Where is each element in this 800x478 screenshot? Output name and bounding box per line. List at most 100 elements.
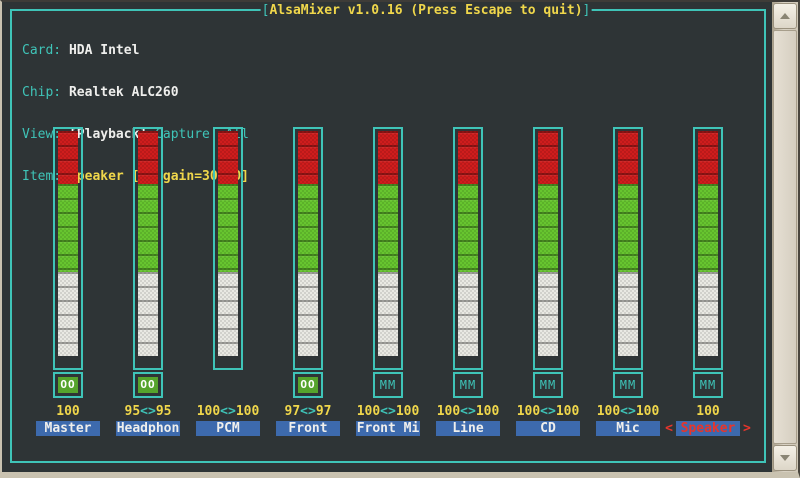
channel-speaker[interactable]: MM 100 < Speaker > (665, 127, 751, 457)
info-header: Card: HDA Intel Chip: Realtek ALC260 Vie… (22, 16, 249, 212)
value-left: 100 (196, 404, 221, 419)
bar-empty-zone (458, 356, 478, 368)
volume-bar-mic[interactable] (613, 127, 643, 370)
scrollbar-thumb[interactable] (773, 30, 797, 444)
channel-value: 100<>100 (508, 405, 588, 419)
channel-front[interactable]: OO 97<>97 Front (268, 127, 348, 457)
mute-box-headphone[interactable]: OO (133, 372, 163, 398)
bar-green-zone (378, 184, 398, 272)
title-close-bracket: ] (582, 3, 591, 18)
channel-name: CD (516, 421, 580, 436)
channel-headphone[interactable]: OO 95<>95 Headphon (108, 127, 188, 457)
mute-box-front-mic[interactable]: MM (373, 372, 403, 398)
volume-bar-master[interactable] (53, 127, 83, 370)
bar-white-zone (298, 272, 318, 356)
mute-state: OO (298, 377, 318, 393)
mute-state: MM (619, 378, 637, 392)
value-left: 95 (124, 404, 141, 419)
bar-white-zone (458, 272, 478, 356)
channel-value: 97<>97 (268, 405, 348, 419)
chip-value: Realtek ALC260 (68, 85, 179, 100)
volume-bar-line[interactable] (453, 127, 483, 370)
value-right: 100 (395, 404, 420, 419)
chip-label: Chip: (22, 85, 62, 100)
scroll-up-button[interactable] (773, 3, 797, 29)
bar-green-zone (218, 184, 238, 272)
scroll-down-button[interactable] (773, 445, 797, 471)
channel-name: PCM (196, 421, 260, 436)
mute-box-front[interactable]: OO (293, 372, 323, 398)
mute-state: MM (459, 378, 477, 392)
mute-state: OO (138, 377, 158, 393)
bar-white-zone (378, 272, 398, 356)
mute-box-mic[interactable]: MM (613, 372, 643, 398)
value-right: 95 (155, 404, 172, 419)
mute-box-cd[interactable]: MM (533, 372, 563, 398)
channel-mic[interactable]: MM 100<>100 Mic (588, 127, 668, 457)
channel-label[interactable]: Headphon (108, 421, 188, 436)
channel-name: Master (36, 421, 100, 436)
value-right: 100 (475, 404, 500, 419)
bar-empty-zone (378, 356, 398, 368)
channel-name: Front Mi (356, 421, 420, 436)
value-left: 100 (696, 404, 720, 419)
bar-red-zone (698, 131, 718, 184)
channel-label[interactable]: Master (28, 421, 108, 436)
channel-line[interactable]: MM 100<>100 Line (428, 127, 508, 457)
channel-cd[interactable]: MM 100<>100 CD (508, 127, 588, 457)
channel-label[interactable]: CD (508, 421, 588, 436)
bar-empty-zone (698, 356, 718, 368)
value-right: 97 (315, 404, 332, 419)
bar-green-zone (618, 184, 638, 272)
scrollbar[interactable] (772, 2, 798, 472)
value-separator: <> (620, 404, 636, 419)
bar-white-zone (618, 272, 638, 356)
volume-bar-speaker[interactable] (693, 127, 723, 370)
channel-label[interactable]: Front (268, 421, 348, 436)
volume-bar-front-mic[interactable] (373, 127, 403, 370)
channel-value: 100<>100 (428, 405, 508, 419)
bar-empty-zone (538, 356, 558, 368)
channel-label-selected[interactable]: < Speaker > (665, 421, 751, 436)
mute-box-speaker[interactable]: MM (693, 372, 723, 398)
value-left: 97 (284, 404, 301, 419)
bar-red-zone (218, 131, 238, 184)
bar-green-zone (698, 184, 718, 272)
channel-value: 100<>100 (588, 405, 668, 419)
mute-box-master[interactable]: OO (53, 372, 83, 398)
bar-empty-zone (138, 356, 158, 368)
select-marker-left: < (665, 421, 673, 436)
volume-bar-fill (218, 131, 238, 368)
channel-value: 100 (668, 405, 748, 419)
volume-bar-headphone[interactable] (133, 127, 163, 370)
bar-red-zone (138, 131, 158, 184)
view-active-tab[interactable]: [Playback] (68, 127, 148, 142)
bar-red-zone (458, 131, 478, 184)
channel-front-mic[interactable]: MM 100<>100 Front Mi (348, 127, 428, 457)
channel-label[interactable]: Front Mi (348, 421, 428, 436)
channel-master[interactable]: OO 100 Master (28, 127, 108, 457)
mute-box-line[interactable]: MM (453, 372, 483, 398)
volume-bar-fill (58, 131, 78, 368)
channel-label[interactable]: PCM (188, 421, 268, 436)
channel-label[interactable]: Mic (588, 421, 668, 436)
volume-bar-fill (538, 131, 558, 368)
channel-pcm[interactable]: 100<>100 PCM (188, 127, 268, 457)
bar-green-zone (58, 184, 78, 272)
view-label: View: (22, 127, 62, 142)
volume-bar-fill (298, 131, 318, 368)
volume-bar-pcm[interactable] (213, 127, 243, 370)
value-separator: <> (460, 404, 476, 419)
channel-label[interactable]: Line (428, 421, 508, 436)
volume-bar-fill (378, 131, 398, 368)
chip-row: Chip: Realtek ALC260 (22, 86, 249, 100)
bar-empty-zone (298, 356, 318, 368)
mute-state: OO (58, 377, 78, 393)
mute-state: MM (699, 378, 717, 392)
bar-white-zone (138, 272, 158, 356)
volume-bar-front[interactable] (293, 127, 323, 370)
volume-bar-fill (698, 131, 718, 368)
title-text: AlsaMixer v1.0.16 (Press Escape to quit) (269, 3, 583, 18)
volume-bar-cd[interactable] (533, 127, 563, 370)
